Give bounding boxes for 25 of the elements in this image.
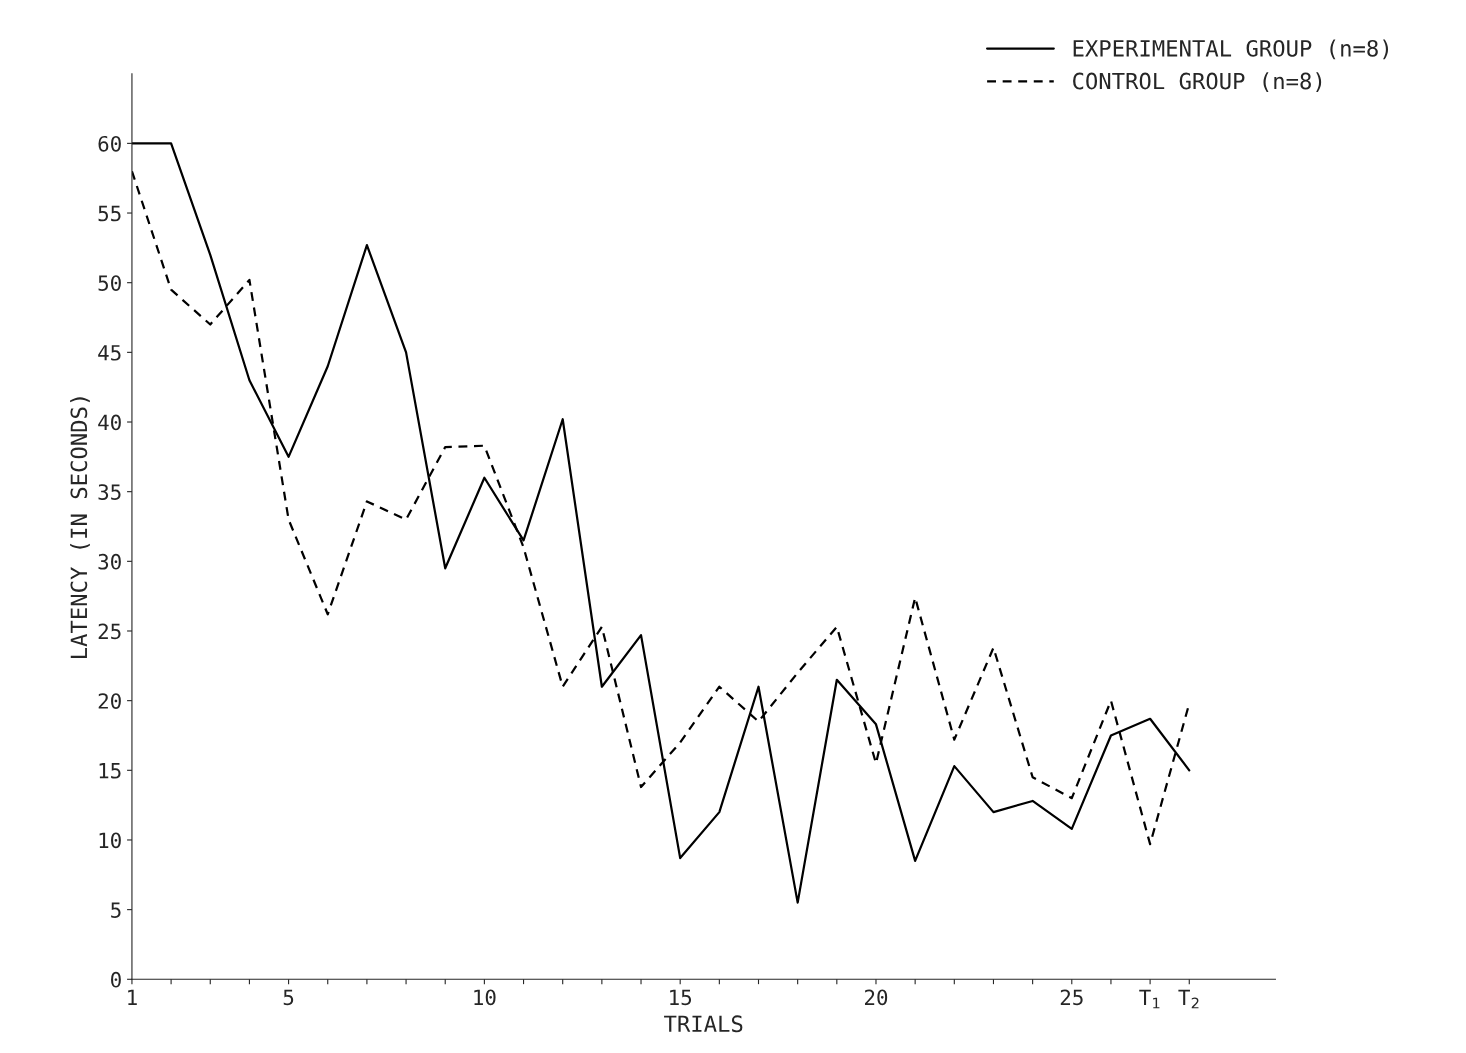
y-tick-label: 55	[98, 205, 121, 222]
y-tick-label: 30	[98, 553, 121, 570]
y-tick-label: 35	[98, 484, 121, 500]
x-tick-label: 1	[128, 989, 137, 1005]
x-tick-label: T$_{2}$	[1178, 989, 1199, 1009]
y-tick-label: 0	[111, 971, 121, 988]
legend-label: CONTROL GROUP (n=8)	[1073, 72, 1322, 93]
x-axis-title: TRIALS	[664, 1015, 743, 1033]
legend-label: EXPERIMENTAL GROUP (n=8)	[1073, 39, 1389, 60]
y-tick-label: 20	[98, 693, 121, 709]
x-tick-label: 10	[474, 989, 496, 1006]
x-tick-label: 5	[283, 989, 294, 1006]
y-tick-label: 40	[98, 414, 121, 431]
x-tick-label: 15	[670, 989, 692, 1006]
x-tick-label: 20	[864, 989, 888, 1006]
y-tick-label: 25	[98, 623, 121, 640]
y-tick-label: 60	[98, 135, 121, 152]
y-tick-label: 15	[99, 763, 121, 779]
x-tick-label: T$_{1}$	[1139, 989, 1160, 1009]
y-tick-label: 45	[98, 345, 121, 361]
y-tick-label: 5	[111, 902, 121, 918]
y-tick-label: 50	[98, 275, 121, 291]
y-axis-title: LATENCY (IN SECONDS)	[70, 397, 90, 658]
x-tick-label: 25	[1060, 989, 1083, 1006]
y-tick-label: 10	[99, 832, 121, 849]
